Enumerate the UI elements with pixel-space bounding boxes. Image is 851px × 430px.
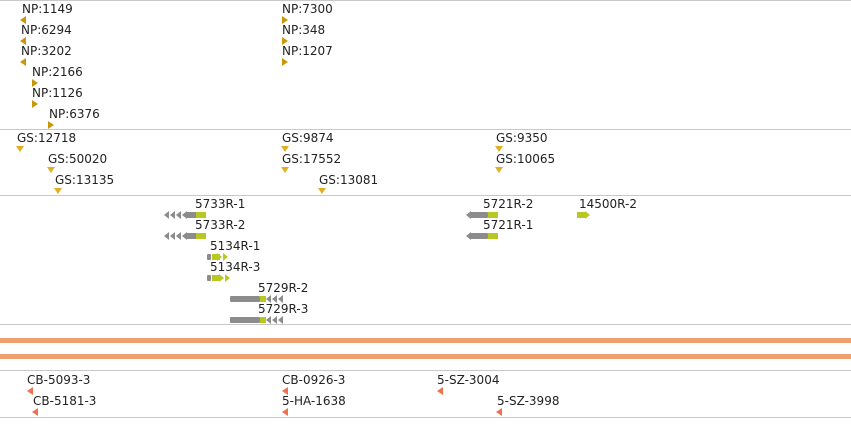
track-divider-top xyxy=(0,0,851,1)
feature-label: GS:50020 xyxy=(48,152,108,166)
gene-glyph xyxy=(207,253,231,261)
feature-label: NP:7300 xyxy=(282,2,333,16)
marker-icon xyxy=(437,387,443,395)
gene-glyph xyxy=(466,232,498,240)
gene-feature[interactable]: 5729R-3 xyxy=(228,302,328,338)
track-divider xyxy=(0,195,851,196)
feature-label: 5733R-1 xyxy=(195,197,246,211)
track-divider xyxy=(0,370,851,371)
marker-icon xyxy=(16,146,24,152)
gene-glyph xyxy=(207,274,231,282)
feature-label: 5-SZ-3004 xyxy=(437,373,500,387)
gene-glyph xyxy=(164,211,210,219)
marker-icon xyxy=(54,188,62,194)
feature-label: 5134R-3 xyxy=(210,260,261,274)
marker-icon xyxy=(282,408,288,416)
marker-icon xyxy=(496,408,502,416)
gene-glyph xyxy=(577,211,593,219)
marker-icon xyxy=(32,100,38,108)
feature-label: NP:2166 xyxy=(32,65,83,79)
marker-icon xyxy=(32,408,38,416)
feature-label: NP:6376 xyxy=(49,107,100,121)
feature-label: 5721R-1 xyxy=(483,218,534,232)
marker-icon xyxy=(282,58,288,66)
gene-track: 5733R-1 5733R-2 5134R-1 5134R-3 xyxy=(0,196,851,324)
gene-glyph xyxy=(164,232,210,240)
feature-label: GS:9874 xyxy=(282,131,334,145)
marker-icon xyxy=(47,167,55,173)
track-divider xyxy=(0,324,851,325)
feature-label: NP:1126 xyxy=(32,86,83,100)
feature-label: 5721R-2 xyxy=(483,197,534,211)
feature-label: GS:9350 xyxy=(496,131,548,145)
marker-icon xyxy=(318,188,326,194)
feature-label: 5134R-1 xyxy=(210,239,261,253)
marker-icon xyxy=(495,146,503,152)
feature-label: CB-5093-3 xyxy=(27,373,91,387)
marker-icon xyxy=(281,146,289,152)
feature-label: NP:348 xyxy=(282,23,326,37)
gene-feature[interactable]: 5721R-1 xyxy=(466,218,556,254)
gene-feature[interactable]: 14500R-2 xyxy=(577,197,667,233)
feature-label: 14500R-2 xyxy=(579,197,637,211)
np-track: NP:1149 NP:6294 NP:3202 NP:2166 NP:1126 … xyxy=(0,0,851,129)
marker-icon xyxy=(20,16,26,24)
feature-label: NP:6294 xyxy=(21,23,72,37)
region-band xyxy=(0,338,851,343)
marker-icon xyxy=(20,58,26,66)
gene-feature[interactable]: 5134R-1 xyxy=(207,239,287,275)
gene-feature[interactable]: 5733R-1 xyxy=(164,197,284,233)
gene-glyph xyxy=(466,211,498,219)
region-band xyxy=(0,354,851,359)
feature-label: GS:10065 xyxy=(496,152,556,166)
feature-label: 5-HA-1638 xyxy=(282,394,346,408)
marker-icon xyxy=(48,121,54,129)
gene-feature[interactable]: 5134R-3 xyxy=(207,260,287,296)
gene-glyph xyxy=(228,316,286,324)
feature-label: GS:17552 xyxy=(282,152,342,166)
marker-track: CB-5093-3 CB-5181-3 CB-0926-3 5-HA-1638 … xyxy=(0,371,851,417)
feature-label: 5729R-2 xyxy=(258,281,309,295)
track-divider xyxy=(0,129,851,130)
feature-label: CB-5181-3 xyxy=(33,394,97,408)
feature-label: 5733R-2 xyxy=(195,218,246,232)
gs-track: GS:12718 GS:50020 GS:13135 GS:9874 GS:17… xyxy=(0,130,851,194)
feature-label: GS:13135 xyxy=(55,173,115,187)
feature-label: NP:1207 xyxy=(282,44,333,58)
feature-label: CB-0926-3 xyxy=(282,373,346,387)
feature-label: NP:1149 xyxy=(22,2,73,16)
feature-label: GS:13081 xyxy=(319,173,379,187)
marker-icon xyxy=(20,37,26,45)
marker-icon xyxy=(282,16,288,24)
feature-label: 5729R-3 xyxy=(258,302,309,316)
marker-icon xyxy=(27,387,33,395)
marker-icon xyxy=(282,37,288,45)
marker-icon xyxy=(281,167,289,173)
marker-icon xyxy=(495,167,503,173)
feature-label: GS:12718 xyxy=(17,131,77,145)
marker-icon xyxy=(32,79,38,87)
feature-label: 5-SZ-3998 xyxy=(497,394,560,408)
feature-label: NP:3202 xyxy=(21,44,72,58)
gene-glyph xyxy=(228,295,286,303)
gene-feature[interactable]: 5721R-2 xyxy=(466,197,556,233)
gene-feature[interactable]: 5729R-2 xyxy=(228,281,328,317)
marker-icon xyxy=(282,387,288,395)
gene-feature[interactable]: 5733R-2 xyxy=(164,218,284,254)
